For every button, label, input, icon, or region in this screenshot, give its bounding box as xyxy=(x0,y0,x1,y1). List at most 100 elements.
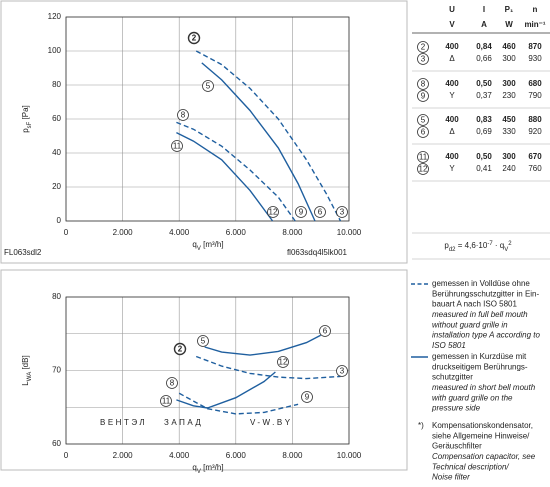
curve xyxy=(176,371,276,409)
x-tick-label: 8.000 xyxy=(282,451,303,460)
curve-label: 8 xyxy=(181,111,186,120)
x-tick-label: 0 xyxy=(64,451,69,460)
table-cell: 0,50 xyxy=(476,152,492,161)
curve xyxy=(178,392,299,415)
x-tick-label: 0 xyxy=(64,228,69,237)
curve-label: 2 xyxy=(421,43,426,52)
curve-label: 3 xyxy=(340,367,345,376)
curve-label: 11 xyxy=(419,153,428,162)
curve-label-circle xyxy=(336,365,348,377)
curve-label-circle xyxy=(319,325,331,337)
y-tick-label: 100 xyxy=(48,46,62,55)
note-text-en: Compensation capacitor, see xyxy=(432,452,536,461)
table-unit: W xyxy=(505,20,513,29)
curve-label-circle xyxy=(417,53,429,65)
curve-label-circle xyxy=(187,31,201,45)
note-text: bauart A nach ISO 5801 xyxy=(432,300,518,309)
table-cell: 670 xyxy=(528,152,542,161)
formula-part: 2 xyxy=(508,241,512,247)
table-unit: A xyxy=(481,20,487,29)
note-marker: *) xyxy=(418,421,424,430)
frame xyxy=(0,269,408,471)
note-text: Geräuschfilter xyxy=(432,442,482,451)
table-cell: 680 xyxy=(528,79,542,88)
table-unit: V xyxy=(449,20,455,29)
chart-code: FL063sdl2 xyxy=(4,248,42,257)
y-tick-label: 80 xyxy=(52,80,61,89)
curve xyxy=(204,334,322,356)
y-axis-label: LWA [dB] xyxy=(21,355,32,385)
curve xyxy=(176,121,296,222)
note-text-en: measured in short bell mouth xyxy=(432,383,536,392)
x-tick-label: 10.000 xyxy=(337,451,362,460)
note-text: gemessen in Volldüse ohne xyxy=(432,279,530,288)
formula-part: = 4,6·10 xyxy=(456,241,488,250)
x-tick-label: 4.000 xyxy=(169,228,190,237)
y-tick-label: 60 xyxy=(52,114,61,123)
x-axis-label-part: [m³/h] xyxy=(201,463,224,472)
y-tick-label: 40 xyxy=(52,148,61,157)
table-cell: 300 xyxy=(502,79,516,88)
curve-label-circle xyxy=(417,90,429,102)
curve xyxy=(176,131,274,222)
y-axis-label-part: L xyxy=(21,381,30,386)
curve-label-circle xyxy=(417,41,429,53)
table-cell: 0,50 xyxy=(476,79,492,88)
curve-label: 8 xyxy=(170,379,175,388)
note-text: gemessen in Kurzdüse mit xyxy=(432,352,527,361)
curve-label: 9 xyxy=(421,92,426,101)
curve-label-circle xyxy=(173,342,187,356)
curve-label: 6 xyxy=(323,327,328,336)
curve-label: 6 xyxy=(421,128,426,137)
table-header: n xyxy=(533,5,538,14)
curve-label: 2 xyxy=(192,34,197,43)
y-tick-label: 0 xyxy=(57,216,62,225)
curve-label-circle xyxy=(417,126,429,138)
x-axis-label-part: V xyxy=(197,469,201,475)
curve-label-circle xyxy=(336,206,348,218)
curve-label: 5 xyxy=(206,82,211,91)
plot-border xyxy=(65,296,350,445)
formula-part: · q xyxy=(493,241,505,250)
curve-label-circle xyxy=(417,114,429,126)
table-cell: 930 xyxy=(528,54,542,63)
y-axis-label-part: sF xyxy=(27,121,33,128)
x-tick-label: 4.000 xyxy=(169,451,190,460)
table-cell: 460 xyxy=(502,42,516,51)
table-header: I xyxy=(483,5,485,14)
curve-label: 5 xyxy=(201,337,206,346)
x-axis-label-part: q xyxy=(192,463,196,472)
curve-label-circle xyxy=(267,206,279,218)
x-axis-label-part: V xyxy=(197,246,201,252)
curve-label-circle xyxy=(171,140,183,152)
note-text: Berührungsschutzgitter in Ein- xyxy=(432,289,540,298)
table-cell: 0,69 xyxy=(476,127,492,136)
note-text-en: installation type A according to xyxy=(432,331,540,340)
plot-border xyxy=(65,16,350,222)
y-tick-label: 20 xyxy=(52,182,61,191)
curve-label: 9 xyxy=(305,393,310,402)
curve-label: 5 xyxy=(421,116,426,125)
watermark: V-W.BY xyxy=(250,418,293,427)
note-text-en: ISO 5801 xyxy=(432,341,466,350)
y-axis-label-part: [dB] xyxy=(21,355,30,371)
x-axis-label-part: [m³/h] xyxy=(201,240,224,249)
note-text: schutzgitter xyxy=(432,373,473,382)
note-text-en: with guard grille on the xyxy=(432,393,513,402)
table-cell: 450 xyxy=(502,115,516,124)
formula: pd2 = 4,6·10-7 · qV2 xyxy=(444,241,512,253)
table-cell: 300 xyxy=(502,152,516,161)
table-header: U xyxy=(449,5,455,14)
x-tick-label: 2.000 xyxy=(113,228,134,237)
table-cell: 0,37 xyxy=(476,91,492,100)
curve-label-circle xyxy=(295,206,307,218)
curve-label: 11 xyxy=(162,397,171,406)
y-axis-label-part: WA xyxy=(27,372,33,381)
curve-label-circle xyxy=(417,151,429,163)
x-axis-label: qV [m³/h] xyxy=(192,240,223,251)
curve-label: 6 xyxy=(318,208,323,217)
table-cell: 230 xyxy=(502,91,516,100)
formula-part: p xyxy=(444,241,449,250)
watermark: ЗАПАД xyxy=(164,418,203,427)
